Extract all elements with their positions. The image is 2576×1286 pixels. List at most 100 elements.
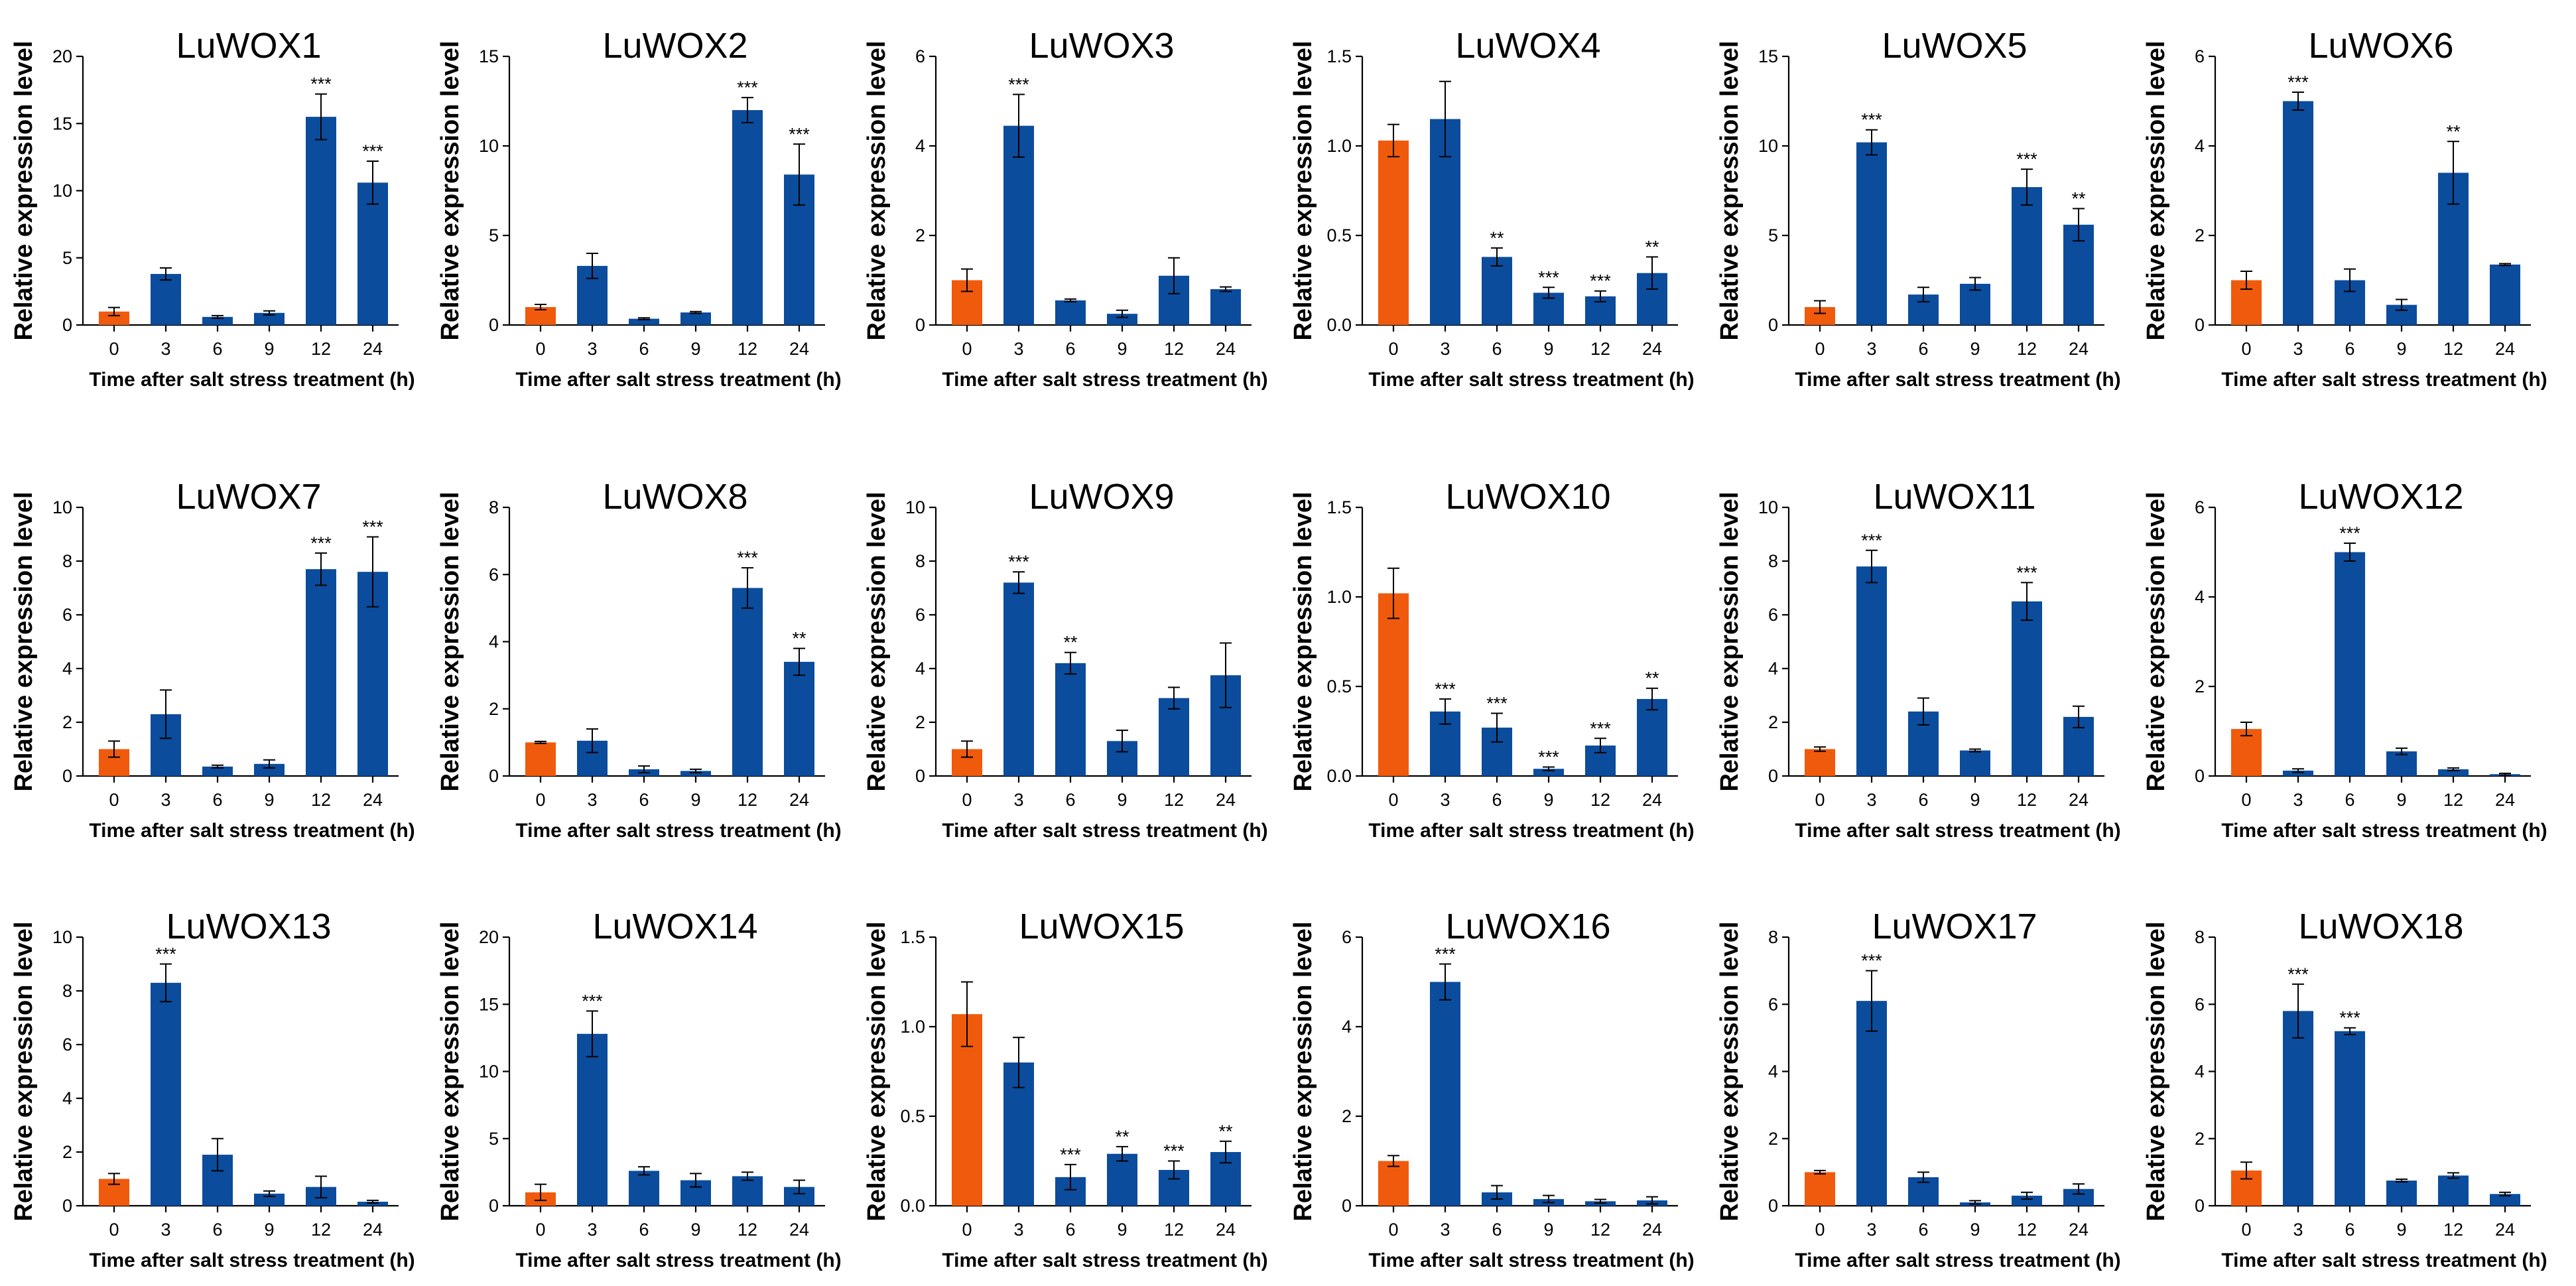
bar bbox=[2335, 552, 2365, 776]
chart-title: LuWOX3 bbox=[1029, 26, 1174, 66]
y-tick-label: 0.5 bbox=[1326, 676, 1352, 696]
y-tick-label: 0.5 bbox=[1326, 225, 1352, 245]
bar bbox=[254, 1193, 285, 1206]
x-tick-label: 3 bbox=[1013, 339, 1023, 359]
x-tick-label: 3 bbox=[1013, 1220, 1023, 1240]
chart-title: LuWOX16 bbox=[1445, 907, 1610, 946]
x-tick-label: 3 bbox=[587, 1220, 597, 1240]
x-tick-label: 9 bbox=[264, 790, 274, 810]
x-tick-label: 24 bbox=[2069, 790, 2089, 810]
y-axis-label: Relative expression level bbox=[1716, 921, 1744, 1221]
y-tick-label: 15 bbox=[479, 994, 499, 1014]
significance-label: *** bbox=[310, 533, 332, 553]
x-axis-label: Time after salt stress treatment (h) bbox=[942, 1250, 1267, 1271]
bar bbox=[1856, 566, 1887, 776]
x-tick-label: 9 bbox=[2396, 1220, 2406, 1240]
y-tick-label: 4 bbox=[1768, 1062, 1778, 1082]
x-tick-label: 9 bbox=[1117, 1220, 1127, 1240]
y-tick-label: 0 bbox=[489, 766, 499, 786]
bar bbox=[1482, 257, 1512, 325]
y-axis-label: Relative expression level bbox=[10, 921, 38, 1221]
chart-title: LuWOX17 bbox=[1872, 907, 2037, 946]
x-tick-label: 24 bbox=[1642, 790, 1662, 810]
y-tick-label: 15 bbox=[52, 113, 72, 133]
x-tick-label: 9 bbox=[1543, 1220, 1553, 1240]
y-tick-label: 6 bbox=[1768, 605, 1778, 625]
bar bbox=[2490, 1194, 2520, 1206]
y-tick-label: 6 bbox=[489, 564, 499, 584]
y-tick-label: 10 bbox=[52, 927, 72, 947]
x-axis-label: Time after salt stress treatment (h) bbox=[89, 369, 415, 391]
x-axis-label: Time after salt stress treatment (h) bbox=[89, 1250, 415, 1271]
x-tick-label: 0 bbox=[962, 790, 972, 810]
significance-label: *** bbox=[1538, 267, 1559, 287]
chart-title: LuWOX9 bbox=[1029, 477, 1174, 517]
y-tick-label: 4 bbox=[915, 659, 925, 678]
bar bbox=[1378, 1161, 1409, 1206]
bar bbox=[1805, 749, 1835, 776]
significance-label: *** bbox=[2287, 72, 2309, 92]
x-tick-label: 6 bbox=[1492, 790, 1502, 810]
x-tick-label: 24 bbox=[2495, 1220, 2515, 1240]
x-tick-label: 12 bbox=[311, 1220, 331, 1240]
chart-title: LuWOX15 bbox=[1019, 907, 1184, 946]
bar bbox=[2438, 1175, 2469, 1206]
y-tick-label: 0 bbox=[2195, 1196, 2205, 1216]
bar bbox=[306, 569, 336, 776]
x-tick-label: 9 bbox=[1970, 1220, 1980, 1240]
y-tick-label: 2 bbox=[2195, 1129, 2205, 1149]
y-tick-label: 0 bbox=[2195, 315, 2205, 335]
bar bbox=[99, 311, 129, 325]
x-tick-label: 6 bbox=[2345, 1220, 2354, 1240]
x-tick-label: 3 bbox=[2293, 339, 2303, 359]
y-tick-label: 10 bbox=[52, 497, 72, 517]
chart-title: LuWOX6 bbox=[2308, 26, 2453, 66]
y-tick-label: 2 bbox=[915, 225, 925, 245]
x-tick-label: 24 bbox=[1216, 339, 1236, 359]
x-tick-label: 12 bbox=[738, 1220, 757, 1240]
x-tick-label: 0 bbox=[109, 339, 119, 359]
y-tick-label: 8 bbox=[2195, 927, 2205, 947]
y-tick-label: 15 bbox=[479, 46, 499, 66]
bar bbox=[151, 982, 181, 1206]
bar bbox=[1960, 750, 1990, 776]
x-tick-label: 9 bbox=[1970, 339, 1980, 359]
bar bbox=[629, 1171, 659, 1206]
bar bbox=[2012, 1195, 2042, 1206]
bar bbox=[1805, 1172, 1835, 1206]
x-tick-label: 12 bbox=[311, 339, 331, 359]
x-axis-label: Time after salt stress treatment (h) bbox=[2221, 1250, 2547, 1271]
x-tick-label: 3 bbox=[587, 339, 597, 359]
y-tick-label: 0.0 bbox=[900, 1196, 925, 1216]
bar bbox=[1856, 142, 1887, 325]
x-tick-label: 12 bbox=[1164, 1220, 1184, 1240]
x-tick-label: 6 bbox=[1492, 1220, 1502, 1240]
chart-panel-2: LuWOX2 Relative expression level 0 5 10 15 0 3 6… bbox=[436, 26, 842, 391]
chart-title: LuWOX5 bbox=[1882, 26, 2027, 66]
chart-panel-10: LuWOX10 Relative expression level 0.0 0.5 1.… bbox=[1289, 477, 1695, 842]
y-axis-label: Relative expression level bbox=[1716, 40, 1744, 340]
x-tick-label: 12 bbox=[1164, 339, 1184, 359]
significance-label: *** bbox=[1861, 531, 1882, 550]
significance-label: ** bbox=[1645, 669, 1659, 688]
chart-panel-1: LuWOX1 Relative expression level 0 5 10 15 20 0… bbox=[10, 26, 415, 391]
chart-title: LuWOX13 bbox=[166, 907, 331, 946]
y-tick-label: 4 bbox=[2195, 587, 2205, 607]
x-tick-label: 3 bbox=[2293, 1220, 2303, 1240]
y-axis-label: Relative expression level bbox=[1289, 491, 1317, 791]
significance-label: *** bbox=[1435, 944, 1456, 964]
y-tick-label: 5 bbox=[1768, 225, 1778, 245]
y-tick-label: 5 bbox=[489, 225, 499, 245]
significance-label: ** bbox=[1490, 228, 1504, 248]
y-tick-label: 0.5 bbox=[900, 1106, 925, 1126]
chart-title: LuWOX4 bbox=[1455, 26, 1600, 66]
y-tick-label: 0 bbox=[1768, 315, 1778, 335]
significance-label: *** bbox=[1163, 1141, 1185, 1161]
bar bbox=[254, 763, 285, 776]
x-tick-label: 0 bbox=[109, 790, 119, 810]
significance-label: *** bbox=[789, 124, 810, 144]
significance-label: *** bbox=[1590, 271, 1611, 291]
significance-label: *** bbox=[1060, 1145, 1081, 1165]
